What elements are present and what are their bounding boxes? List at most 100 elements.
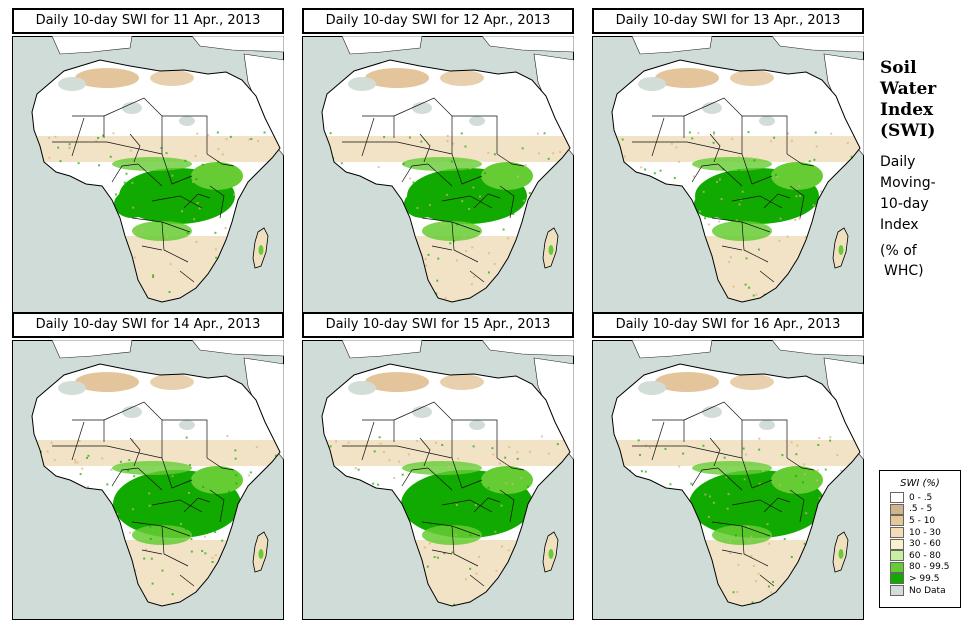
data-speckle [543,132,546,135]
data-speckle [142,193,145,196]
data-speckle [495,569,498,572]
no-data-patch [348,77,376,91]
data-speckle [423,546,426,549]
legend-item: No Data [880,585,960,597]
data-speckle [690,482,693,485]
legend-label: 60 - 80 [909,550,941,561]
data-speckle [762,470,765,473]
data-speckle [815,145,818,148]
country-border [441,195,493,209]
country-border [401,467,429,487]
data-speckle [393,477,396,480]
legend-label: 0 - .5 [909,492,933,503]
data-speckle [747,525,750,528]
panel-title: Daily 10-day SWI for 12 Apr., 2013 [302,8,574,34]
wet-region [112,157,192,171]
data-speckle [354,467,357,470]
country-border [741,153,773,185]
panel-title: Daily 10-day SWI for 15 Apr., 2013 [302,312,574,338]
no-data-patch [759,116,775,126]
dry-patch [730,374,774,390]
data-speckle [210,523,213,526]
data-speckle [57,146,60,149]
data-speckle [708,495,711,498]
country-border [759,270,775,283]
legend-item: 10 - 30 [880,527,960,539]
map-canvas [12,340,284,620]
data-speckle [424,258,427,261]
data-speckle [659,169,662,172]
data-speckle [803,463,806,466]
country-border [393,401,453,458]
data-speckle [152,275,155,278]
data-speckle [234,457,237,460]
europe-landmass [631,36,713,55]
coastline [321,59,571,303]
data-speckle [224,227,227,230]
data-speckle [723,456,726,459]
country-border [441,499,493,513]
legend-swatch [890,527,904,539]
data-speckle [755,580,758,583]
data-speckle [403,201,406,204]
data-speckle [732,285,735,288]
legend-swatch [890,585,904,597]
coastline [31,59,281,303]
data-speckle [487,252,490,255]
data-speckle [463,495,466,498]
madagascar-wet [548,245,554,255]
map-canvas [592,340,864,620]
data-speckle [420,140,423,143]
country-border [731,499,783,513]
data-speckle [408,136,411,139]
legend-label: .5 - 5 [909,504,933,515]
data-speckle [707,515,710,518]
data-speckle [816,469,819,472]
data-speckle [779,217,782,220]
data-speckle [677,160,680,163]
data-speckle [740,175,743,178]
data-speckle [249,471,252,474]
no-data-patch [179,420,195,430]
data-speckle [48,156,51,159]
data-speckle [171,476,174,479]
data-speckle [377,483,380,486]
data-speckle [125,172,128,175]
dry-patch [75,68,139,88]
data-speckle [128,459,131,462]
wet-region [694,494,730,522]
data-speckle [98,164,101,167]
data-speckle [131,494,134,497]
data-speckle [722,214,725,217]
country-border [161,525,189,567]
data-speckle [522,199,525,202]
no-data-patch [702,406,722,418]
data-speckle [452,142,455,145]
description-line: Index [880,217,919,233]
madagascar-wet [838,549,844,559]
data-speckle [464,578,467,581]
country-border [717,163,743,187]
data-speckle [786,235,789,238]
index-title: Soil Water Index (SWI) [880,58,960,142]
map-panel-4: Daily 10-day SWI for 14 Apr., 2013 [12,312,284,620]
data-speckle [428,204,431,207]
no-data-patch [759,420,775,430]
data-speckle [81,467,84,470]
data-speckle [800,508,803,511]
country-border [789,185,805,219]
data-speckle [728,540,731,543]
data-speckle [520,476,523,479]
data-speckle [469,567,472,570]
data-speckle [728,260,731,263]
data-speckle [409,177,412,180]
country-border [206,153,235,167]
data-speckle [171,593,174,596]
data-speckle [738,155,741,158]
data-speckle [214,554,217,557]
country-border [179,574,195,587]
legend-swatch [890,492,904,504]
data-speckle [151,582,154,585]
data-speckle [110,468,113,471]
data-speckle [78,439,81,442]
